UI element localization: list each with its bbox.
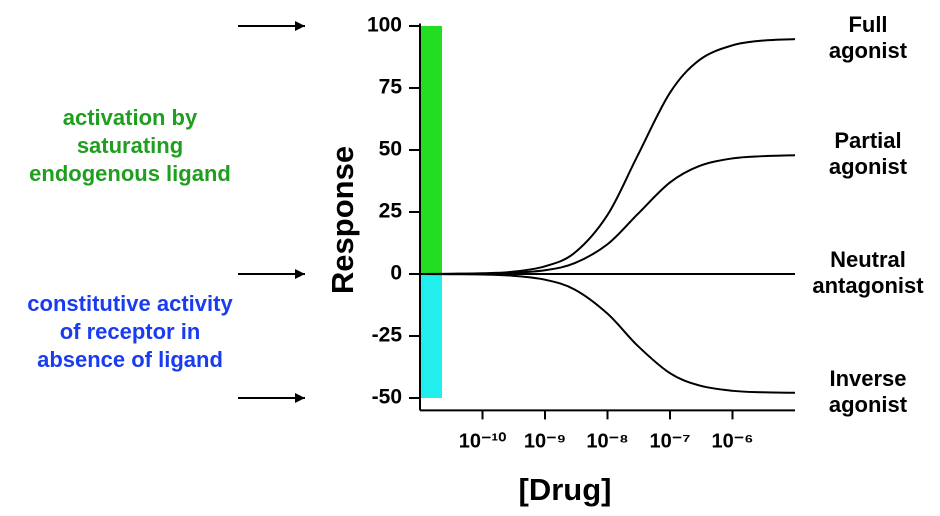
x-tick-label: 10⁻¹⁰	[459, 431, 506, 453]
annotation-line: activation by	[62, 105, 198, 130]
y-tick-label: 0	[390, 262, 402, 285]
y-tick-label: 25	[379, 200, 403, 223]
y-tick-label: -50	[372, 386, 402, 409]
x-tick-label: 10⁻⁸	[586, 431, 628, 453]
series-label: Neutral antagonist	[812, 246, 924, 298]
curve	[419, 38, 796, 275]
curve	[419, 272, 796, 394]
y-tick-label: -25	[372, 324, 403, 347]
x-axis-label: [Drug]	[519, 472, 612, 507]
annotation-line: saturating	[76, 133, 184, 158]
y-tick-label: 100	[367, 14, 402, 37]
x-tick-label: 10⁻⁹	[524, 431, 566, 453]
series-label: Inverse agonist	[828, 365, 908, 417]
y-axis-label: Response	[325, 146, 360, 294]
annotation-line: constitutive activity	[27, 291, 233, 316]
y-tick-label: 75	[379, 76, 403, 99]
annotation-line: of receptor in	[59, 319, 201, 344]
band	[421, 25, 442, 274]
series-label: Partial agonist	[828, 128, 908, 180]
y-tick-label: 50	[379, 138, 402, 161]
annotation-line: absence of ligand	[37, 347, 223, 372]
x-tick-label: 10⁻⁶	[711, 431, 753, 453]
annotation-line: endogenous ligand	[29, 161, 231, 186]
series-label: Full agonist	[828, 12, 908, 64]
x-tick-label: 10⁻⁷	[649, 431, 690, 453]
band	[421, 273, 442, 398]
